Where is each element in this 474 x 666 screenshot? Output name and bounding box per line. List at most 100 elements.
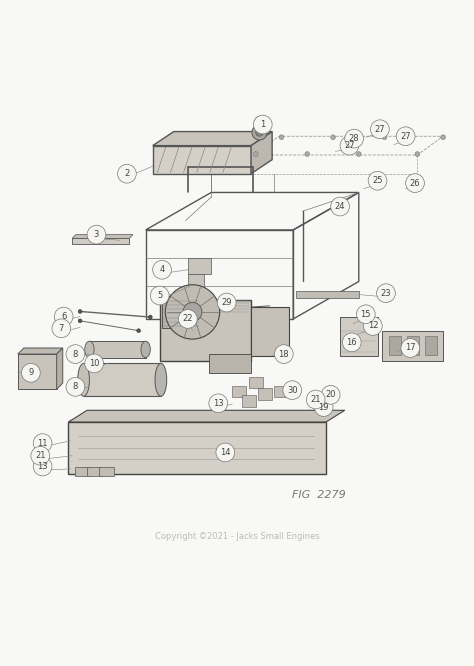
Polygon shape — [251, 307, 289, 356]
Text: 21: 21 — [310, 395, 321, 404]
Circle shape — [252, 125, 267, 140]
Circle shape — [283, 381, 301, 400]
Circle shape — [364, 316, 382, 336]
Polygon shape — [389, 336, 401, 356]
Circle shape — [52, 319, 71, 338]
Circle shape — [153, 260, 172, 279]
Polygon shape — [249, 376, 263, 388]
Polygon shape — [340, 316, 377, 356]
Circle shape — [183, 302, 202, 322]
Circle shape — [118, 165, 137, 183]
Text: 14: 14 — [220, 448, 230, 457]
Text: 26: 26 — [410, 178, 420, 188]
Circle shape — [345, 129, 364, 148]
Text: 7: 7 — [59, 324, 64, 333]
Circle shape — [340, 137, 359, 155]
Polygon shape — [382, 330, 443, 361]
Text: 18: 18 — [279, 350, 289, 358]
Circle shape — [371, 120, 389, 139]
Circle shape — [331, 135, 336, 140]
Text: 29: 29 — [221, 298, 232, 307]
Text: 12: 12 — [368, 322, 378, 330]
Circle shape — [279, 135, 284, 140]
Circle shape — [137, 329, 140, 332]
Circle shape — [321, 386, 340, 404]
Text: 8: 8 — [73, 382, 78, 392]
Text: 4: 4 — [159, 265, 164, 274]
Circle shape — [305, 152, 310, 157]
Circle shape — [209, 394, 228, 413]
Circle shape — [165, 285, 219, 339]
Text: 30: 30 — [287, 386, 298, 395]
Circle shape — [33, 457, 52, 476]
Circle shape — [150, 286, 169, 305]
Circle shape — [87, 225, 106, 244]
Circle shape — [368, 171, 387, 190]
Circle shape — [331, 197, 349, 216]
Circle shape — [377, 284, 395, 302]
Text: 13: 13 — [37, 462, 48, 471]
Polygon shape — [407, 336, 419, 356]
Polygon shape — [18, 348, 63, 354]
Polygon shape — [72, 234, 133, 238]
Text: 10: 10 — [89, 359, 100, 368]
Circle shape — [406, 174, 424, 192]
Circle shape — [274, 345, 293, 364]
Text: 11: 11 — [37, 439, 48, 448]
Circle shape — [21, 364, 40, 382]
Polygon shape — [72, 238, 129, 244]
Circle shape — [85, 354, 103, 373]
Polygon shape — [296, 291, 359, 298]
Polygon shape — [162, 296, 200, 328]
Polygon shape — [209, 354, 251, 373]
Text: Copyright ©2021 - Jacks Small Engines: Copyright ©2021 - Jacks Small Engines — [155, 532, 319, 541]
Circle shape — [66, 345, 85, 364]
Polygon shape — [87, 466, 102, 476]
Circle shape — [78, 310, 82, 313]
Circle shape — [33, 434, 52, 452]
Polygon shape — [232, 386, 246, 397]
Polygon shape — [188, 258, 211, 274]
Polygon shape — [188, 274, 204, 293]
Polygon shape — [83, 364, 161, 396]
Polygon shape — [274, 386, 289, 397]
Polygon shape — [99, 466, 114, 476]
Circle shape — [178, 310, 197, 328]
Text: 8: 8 — [73, 350, 78, 358]
Ellipse shape — [85, 341, 94, 358]
Text: 13: 13 — [213, 399, 224, 408]
Polygon shape — [251, 132, 272, 174]
Polygon shape — [153, 132, 272, 146]
Circle shape — [306, 390, 325, 409]
Text: 24: 24 — [335, 202, 345, 211]
Text: 23: 23 — [381, 288, 391, 298]
Polygon shape — [57, 348, 63, 389]
Text: 25: 25 — [372, 176, 383, 185]
Ellipse shape — [155, 364, 167, 396]
Circle shape — [401, 338, 419, 358]
Text: 22: 22 — [182, 314, 193, 324]
Circle shape — [356, 305, 375, 324]
Ellipse shape — [78, 364, 90, 396]
Polygon shape — [258, 388, 272, 400]
Circle shape — [441, 135, 446, 140]
Circle shape — [396, 127, 415, 146]
Polygon shape — [242, 396, 256, 406]
Circle shape — [254, 115, 272, 134]
Polygon shape — [425, 336, 437, 356]
Text: 19: 19 — [319, 402, 329, 412]
Circle shape — [148, 315, 152, 319]
Text: 2: 2 — [124, 169, 129, 178]
Circle shape — [342, 333, 361, 352]
Polygon shape — [75, 466, 91, 476]
Circle shape — [415, 152, 419, 157]
Polygon shape — [68, 410, 345, 422]
Circle shape — [314, 398, 333, 416]
Circle shape — [256, 129, 263, 137]
Text: 15: 15 — [361, 310, 371, 319]
Circle shape — [255, 117, 264, 126]
Polygon shape — [18, 354, 57, 389]
Circle shape — [31, 446, 50, 465]
Circle shape — [254, 152, 258, 157]
Text: 27: 27 — [401, 132, 411, 141]
